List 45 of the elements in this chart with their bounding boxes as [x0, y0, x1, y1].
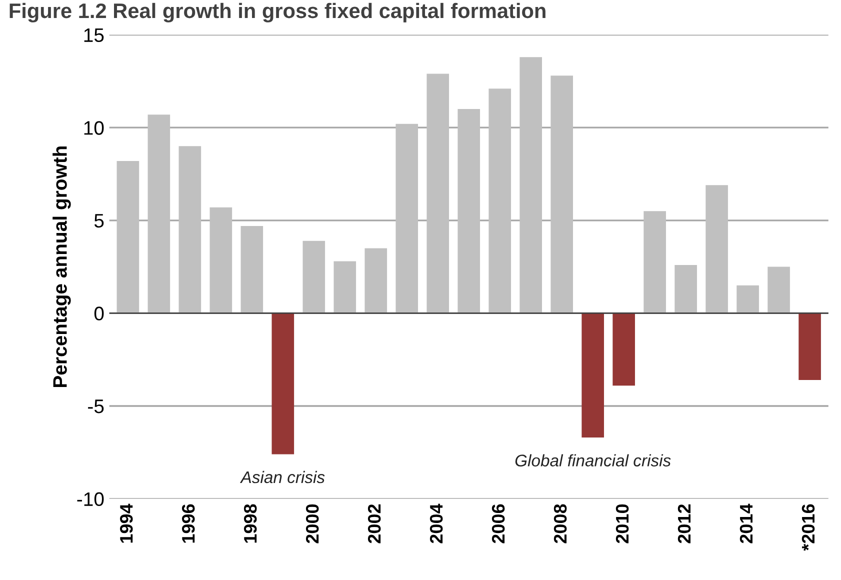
y-tick-label: 15: [84, 28, 104, 42]
y-tick-label: 0: [94, 306, 104, 320]
x-tick-label: 2012: [678, 504, 691, 544]
bar: [334, 261, 356, 314]
x-tick-label: 2004: [430, 504, 443, 544]
y-tick-label: -10: [77, 492, 104, 506]
bar: [116, 161, 140, 314]
chart-title: Figure 1.2 Real growth in gross fixed capital formation: [10, 2, 546, 22]
y-tick-label: -5: [88, 400, 104, 414]
x-tick-label: 1994: [120, 504, 133, 543]
bar: [488, 88, 512, 314]
bar: [674, 264, 697, 314]
bar: [612, 313, 635, 386]
x-tick-label: 2014: [740, 504, 753, 544]
x-tick-label: 2006: [492, 504, 505, 544]
bar: [736, 285, 759, 314]
bar: [458, 109, 480, 314]
bar: [798, 313, 821, 380]
bar: [302, 240, 326, 314]
x-tick-label: 2008: [554, 504, 567, 544]
bar: [768, 266, 790, 314]
y-tick-label: 10: [84, 121, 104, 135]
annotation: Global financial crisis: [515, 454, 671, 466]
x-tick-label: 2010: [616, 504, 629, 544]
x-tick-label: 2000: [306, 504, 319, 544]
bar: [178, 146, 202, 314]
bar: [582, 313, 604, 438]
bar: [520, 57, 542, 314]
bar: [272, 313, 294, 454]
annotation: Asian crisis: [240, 470, 325, 484]
bar: [550, 76, 573, 314]
x-tick-label: 1998: [244, 504, 257, 543]
bar: [706, 185, 728, 314]
bar: [148, 114, 170, 314]
bar: [396, 124, 418, 314]
y-axis-title: Percentage annual growth: [52, 146, 71, 388]
bar: [364, 248, 388, 314]
bar: [644, 211, 666, 314]
x-tick-label: 1996: [182, 504, 195, 543]
bar: [240, 226, 264, 314]
x-tick-label: 2002: [368, 504, 381, 544]
bar: [426, 74, 450, 314]
y-tick-label: 5: [94, 214, 104, 228]
x-tick-label: *2016: [802, 504, 815, 551]
bar: [210, 207, 232, 314]
